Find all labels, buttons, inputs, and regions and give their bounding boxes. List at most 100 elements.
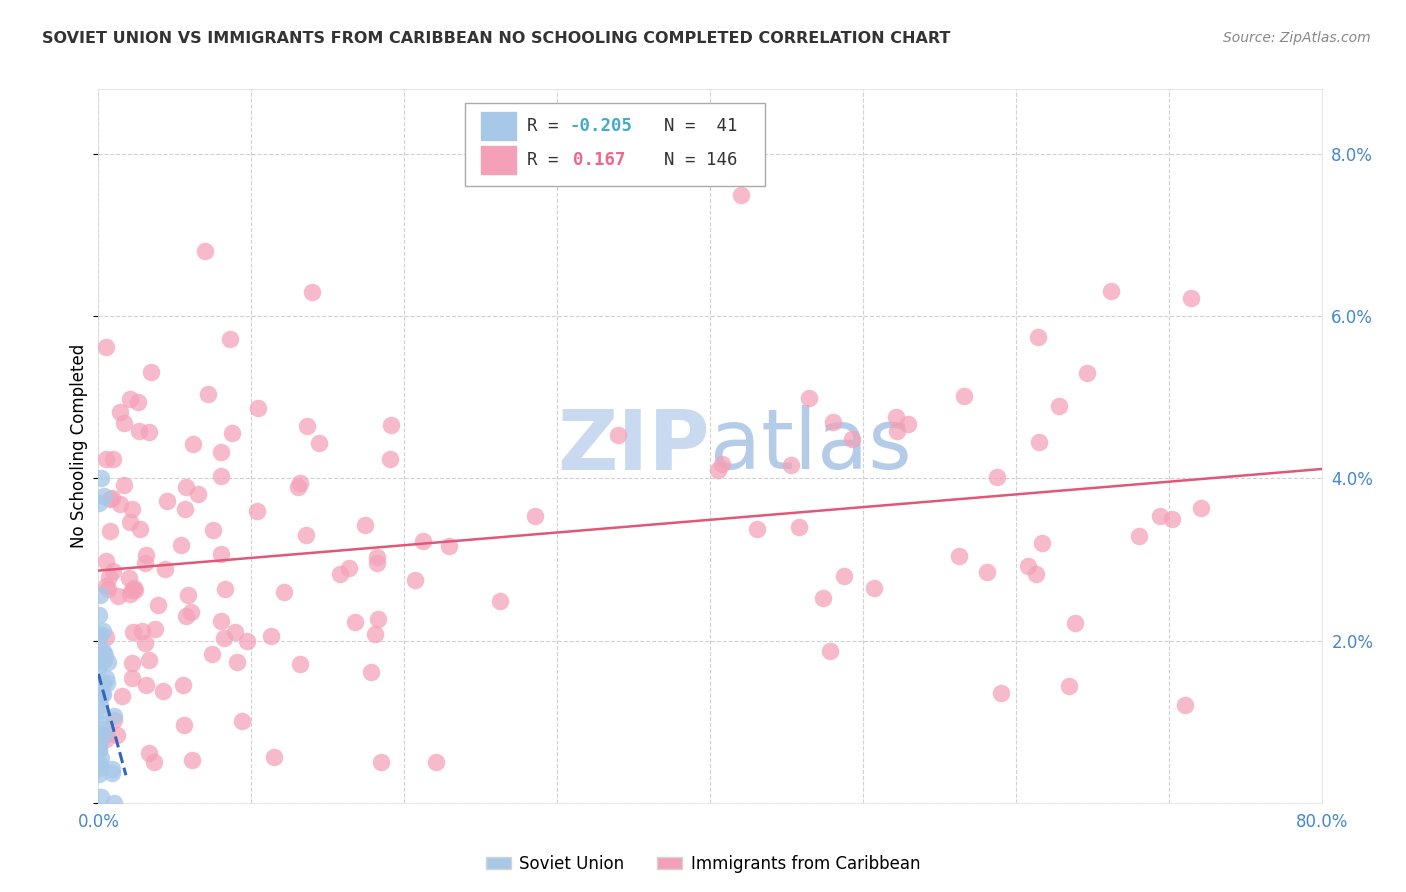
Point — [87, 704, 110, 718]
Point — [337, 561, 360, 575]
Point — [103, 709, 125, 723]
Point — [1189, 501, 1212, 516]
Point — [181, 437, 204, 451]
Point — [897, 417, 920, 431]
Legend: Soviet Union, Immigrants from Caribbean: Soviet Union, Immigrants from Caribbean — [479, 848, 927, 880]
Text: ZIP: ZIP — [558, 406, 710, 486]
Point — [143, 623, 166, 637]
Point — [246, 401, 269, 415]
Point — [91, 624, 114, 638]
Point — [89, 758, 111, 772]
Point — [103, 796, 125, 810]
Point — [120, 515, 142, 529]
Point — [121, 671, 143, 685]
Point — [308, 436, 330, 450]
Point — [288, 476, 311, 491]
Point — [224, 625, 246, 640]
Point — [87, 743, 110, 757]
Point — [94, 452, 117, 467]
Point — [138, 652, 160, 666]
Point — [155, 494, 177, 508]
FancyBboxPatch shape — [479, 145, 517, 175]
Point — [100, 491, 122, 506]
Point — [94, 727, 117, 741]
FancyBboxPatch shape — [465, 103, 765, 186]
Point — [1180, 291, 1202, 305]
Point — [87, 496, 110, 510]
Point — [246, 504, 269, 518]
Point — [1128, 529, 1150, 543]
Point — [180, 605, 202, 619]
Text: R =: R = — [526, 118, 568, 136]
Point — [107, 590, 129, 604]
Point — [90, 471, 112, 485]
Point — [1160, 512, 1182, 526]
Point — [209, 468, 232, 483]
Point — [1047, 399, 1070, 413]
Point — [209, 614, 232, 628]
Point — [214, 582, 236, 596]
Point — [128, 424, 150, 438]
Point — [129, 522, 152, 536]
Point — [90, 653, 112, 667]
Point — [131, 624, 153, 638]
Point — [121, 583, 143, 598]
Point — [236, 633, 259, 648]
Point — [366, 550, 388, 565]
Point — [96, 676, 118, 690]
FancyBboxPatch shape — [479, 112, 517, 141]
Point — [89, 767, 111, 781]
Point — [121, 656, 143, 670]
Point — [209, 445, 232, 459]
Point — [366, 556, 388, 570]
Point — [134, 556, 156, 570]
Point — [884, 410, 907, 425]
Point — [94, 340, 117, 354]
Point — [194, 244, 217, 259]
Point — [295, 419, 318, 434]
Point — [148, 598, 170, 612]
Point — [295, 528, 318, 542]
Point — [747, 522, 769, 536]
Point — [986, 470, 1008, 484]
Text: 0.167: 0.167 — [574, 151, 626, 169]
Point — [138, 746, 160, 760]
Point — [100, 524, 122, 538]
Text: SOVIET UNION VS IMMIGRANTS FROM CARIBBEAN NO SCHOOLING COMPLETED CORRELATION CHA: SOVIET UNION VS IMMIGRANTS FROM CARIBBEA… — [42, 31, 950, 46]
Point — [135, 549, 157, 563]
Point — [329, 566, 352, 581]
Point — [380, 418, 402, 433]
Point — [202, 523, 225, 537]
Point — [103, 713, 125, 727]
Point — [121, 502, 143, 516]
Point — [811, 591, 834, 605]
Point — [177, 588, 200, 602]
Point — [152, 683, 174, 698]
Point — [122, 625, 145, 640]
Point — [98, 492, 121, 507]
Point — [301, 285, 323, 299]
Point — [730, 187, 752, 202]
Point — [105, 728, 128, 742]
Point — [89, 761, 111, 775]
Point — [139, 365, 162, 379]
Point — [94, 630, 117, 644]
Point — [219, 332, 242, 346]
Point — [142, 756, 165, 770]
Point — [87, 741, 110, 756]
Point — [89, 588, 111, 602]
Point — [90, 751, 112, 765]
Point — [260, 629, 283, 643]
Point — [1026, 330, 1049, 344]
Point — [886, 424, 908, 438]
Point — [425, 756, 447, 770]
Point — [1076, 366, 1098, 380]
Point — [990, 686, 1012, 700]
Point — [153, 561, 176, 575]
Point — [273, 585, 295, 599]
Point — [90, 789, 112, 804]
Point — [1025, 567, 1047, 582]
Point — [94, 579, 117, 593]
Point — [364, 627, 387, 641]
Point — [120, 587, 142, 601]
